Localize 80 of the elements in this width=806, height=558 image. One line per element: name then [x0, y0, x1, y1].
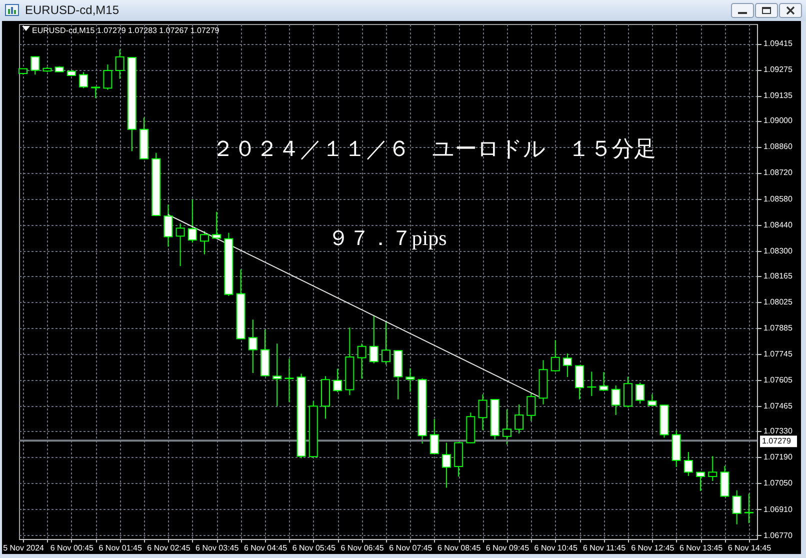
candlestick	[248, 319, 258, 374]
y-tick-label: 1.08860	[764, 142, 793, 152]
candlestick	[732, 490, 742, 525]
candlestick	[212, 211, 222, 240]
x-tick-label: 6 Nov 10:45	[534, 544, 578, 552]
y-tick-label: 1.07465	[764, 402, 793, 411]
candlestick	[587, 371, 596, 397]
candlestick	[648, 394, 657, 406]
candlestick	[708, 456, 718, 482]
x-tick-label: 6 Nov 09:45	[486, 544, 530, 552]
x-tick-label: 6 Nov 04:45	[244, 544, 288, 552]
candlestick	[599, 372, 608, 392]
candlestick	[636, 382, 645, 404]
x-tick-label: 6 Nov 12:45	[631, 544, 675, 552]
candlestick	[357, 343, 366, 380]
candlestick	[79, 72, 88, 89]
candlestick	[514, 404, 524, 434]
x-tick-label: 6 Nov 13:45	[679, 544, 724, 552]
y-tick-label: 1.08720	[764, 168, 793, 178]
candlestick	[164, 204, 173, 248]
candlestick	[623, 376, 632, 408]
y-tick-label: 1.09415	[764, 39, 793, 48]
candlestick	[526, 392, 536, 422]
x-tick-label: 5 Nov 2024	[3, 544, 45, 552]
y-tick-label: 1.06910	[764, 504, 793, 514]
x-tick-label: 6 Nov 07:45	[389, 544, 433, 552]
candlestick	[30, 56, 40, 76]
x-tick-label: 6 Nov 14:45	[728, 544, 772, 552]
y-tick-label: 1.06770	[764, 530, 793, 540]
candlestick	[188, 199, 197, 244]
y-tick-label: 1.07885	[764, 323, 793, 332]
candlestick	[115, 48, 124, 80]
x-tick-label: 6 Nov 02:45	[147, 544, 191, 552]
annotation: ９７．７pips	[328, 226, 447, 250]
candlestick	[684, 451, 693, 476]
candlestick	[430, 418, 439, 455]
candlestick	[478, 394, 488, 431]
y-tick-label: 1.09275	[764, 65, 793, 74]
candlestick	[406, 368, 415, 392]
candlestick	[744, 493, 754, 524]
x-tick-label: 6 Nov 11:45	[582, 544, 626, 552]
candlestick	[562, 352, 572, 378]
x-tick-label: 6 Nov 08:45	[438, 544, 482, 552]
y-tick-label: 1.08025	[764, 297, 793, 306]
candlestick	[333, 368, 342, 393]
y-tick-label: 1.08440	[764, 220, 793, 230]
candlestick	[91, 86, 100, 99]
candlestick	[502, 408, 512, 445]
x-tick-label: 6 Nov 06:45	[340, 544, 384, 552]
x-tick-label: 6 Nov 03:45	[196, 544, 240, 552]
x-tick-label: 6 Nov 05:45	[292, 544, 336, 552]
candlestick	[611, 384, 620, 416]
x-tick-label: 6 Nov 00:45	[50, 544, 94, 552]
ref-line-label: 1.07279	[762, 436, 792, 446]
candlestick	[200, 230, 210, 255]
y-tick-label: 1.09135	[764, 91, 793, 100]
candlestick	[696, 471, 706, 492]
candlestick	[272, 343, 282, 407]
candlestick	[369, 316, 378, 364]
candlestick	[442, 442, 451, 488]
y-tick-label: 1.08165	[764, 271, 793, 280]
y-tick-label: 1.08580	[764, 194, 793, 204]
y-tick-label: 1.07745	[764, 350, 793, 359]
y-tick-label: 1.09000	[764, 116, 793, 126]
y-tick-label: 1.07190	[764, 452, 793, 462]
candlestick	[103, 64, 112, 90]
chart-subtitle: EURUSD-cd,M15 1.07279 1.07283 1.07267 1.07279	[32, 26, 220, 35]
chart-title: EURUSD-cd,M15	[25, 3, 120, 17]
y-tick-label: 1.07605	[764, 376, 793, 385]
x-tick-label: 6 Nov 01:45	[98, 544, 142, 552]
y-tick-label: 1.07330	[764, 426, 793, 436]
y-tick-label: 1.08300	[764, 246, 793, 256]
candlestick	[176, 222, 185, 267]
candlestick	[284, 358, 294, 402]
candlestick	[454, 442, 464, 478]
candlestick	[575, 364, 584, 400]
candlestick	[381, 320, 390, 365]
candlestick	[550, 340, 560, 372]
y-tick-label: 1.07050	[764, 478, 793, 488]
annotation: ２０２４／１１／６ ユーロドル １５分足	[212, 136, 656, 162]
